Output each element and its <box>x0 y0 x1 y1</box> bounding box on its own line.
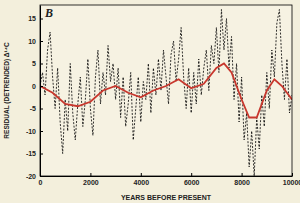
y-tick-label: 15 <box>28 15 36 22</box>
y-tick-label: -5 <box>30 105 36 112</box>
y-tick-mark <box>40 131 43 132</box>
x-tick: 2000 <box>83 173 99 186</box>
x-tick-mark <box>292 173 293 176</box>
x-tick: 10000 <box>283 173 300 186</box>
x-axis-title: YEARS BEFORE PRESENT <box>121 194 212 201</box>
x-tick-mark <box>141 173 142 176</box>
smooth-line <box>40 64 292 118</box>
x-tick: 6000 <box>184 173 200 186</box>
y-axis-title: RESIDUAL (DETRENDED) Δ¹⁴C <box>3 42 11 139</box>
x-tick-mark <box>90 173 91 176</box>
y-tick: -20 <box>26 173 43 180</box>
x-axis-line <box>41 176 293 177</box>
y-tick-mark <box>40 109 43 110</box>
x-tick-label: 2000 <box>83 179 99 186</box>
x-tick-mark <box>191 173 192 176</box>
y-tick: 15 <box>28 15 43 22</box>
y-tick-mark <box>40 64 43 65</box>
x-tick-label: 4000 <box>134 179 150 186</box>
chart: 0 2000 4000 6000 8000 10000 -20 -15 -10 -5 0 5 10 15 B… <box>0 0 300 203</box>
y-tick-label: 0 <box>32 83 36 90</box>
y-tick-label: -10 <box>26 128 36 135</box>
x-tick-label: 10000 <box>283 179 300 186</box>
x-tick-label: 6000 <box>184 179 200 186</box>
y-tick-mark <box>40 154 43 155</box>
plot-background <box>40 5 292 176</box>
y-tick-label: 10 <box>28 38 36 45</box>
x-axis: 0 2000 4000 6000 8000 10000 <box>39 173 300 186</box>
y-tick-mark <box>40 176 43 177</box>
y-tick-label: -15 <box>26 150 36 157</box>
y-tick: -10 <box>26 128 43 135</box>
y-tick: 0 <box>32 83 43 90</box>
data-layer <box>40 10 292 177</box>
plot-frame <box>40 5 292 176</box>
y-tick-label: -20 <box>26 173 36 180</box>
x-tick: 4000 <box>134 173 150 186</box>
y-axis: -20 -15 -10 -5 0 5 10 15 <box>26 6 43 180</box>
x-tick-label: 8000 <box>234 179 250 186</box>
y-tick: -5 <box>30 105 43 112</box>
x-tick-mark <box>242 173 243 176</box>
y-tick-mark <box>40 41 43 42</box>
y-tick-mark <box>40 19 43 20</box>
y-axis-line <box>40 6 41 177</box>
y-tick: 10 <box>28 38 43 45</box>
dashed-line <box>40 10 292 177</box>
y-tick-label: 5 <box>32 60 36 67</box>
x-tick-label: 0 <box>39 179 43 186</box>
panel-label: B <box>44 6 53 20</box>
y-tick-mark <box>40 86 43 87</box>
y-tick: -15 <box>26 150 43 157</box>
plot: 0 2000 4000 6000 8000 10000 -20 -15 -10 -5 0 5 10 15 <box>26 5 300 186</box>
x-tick: 8000 <box>234 173 250 186</box>
y-tick: 5 <box>32 60 43 67</box>
